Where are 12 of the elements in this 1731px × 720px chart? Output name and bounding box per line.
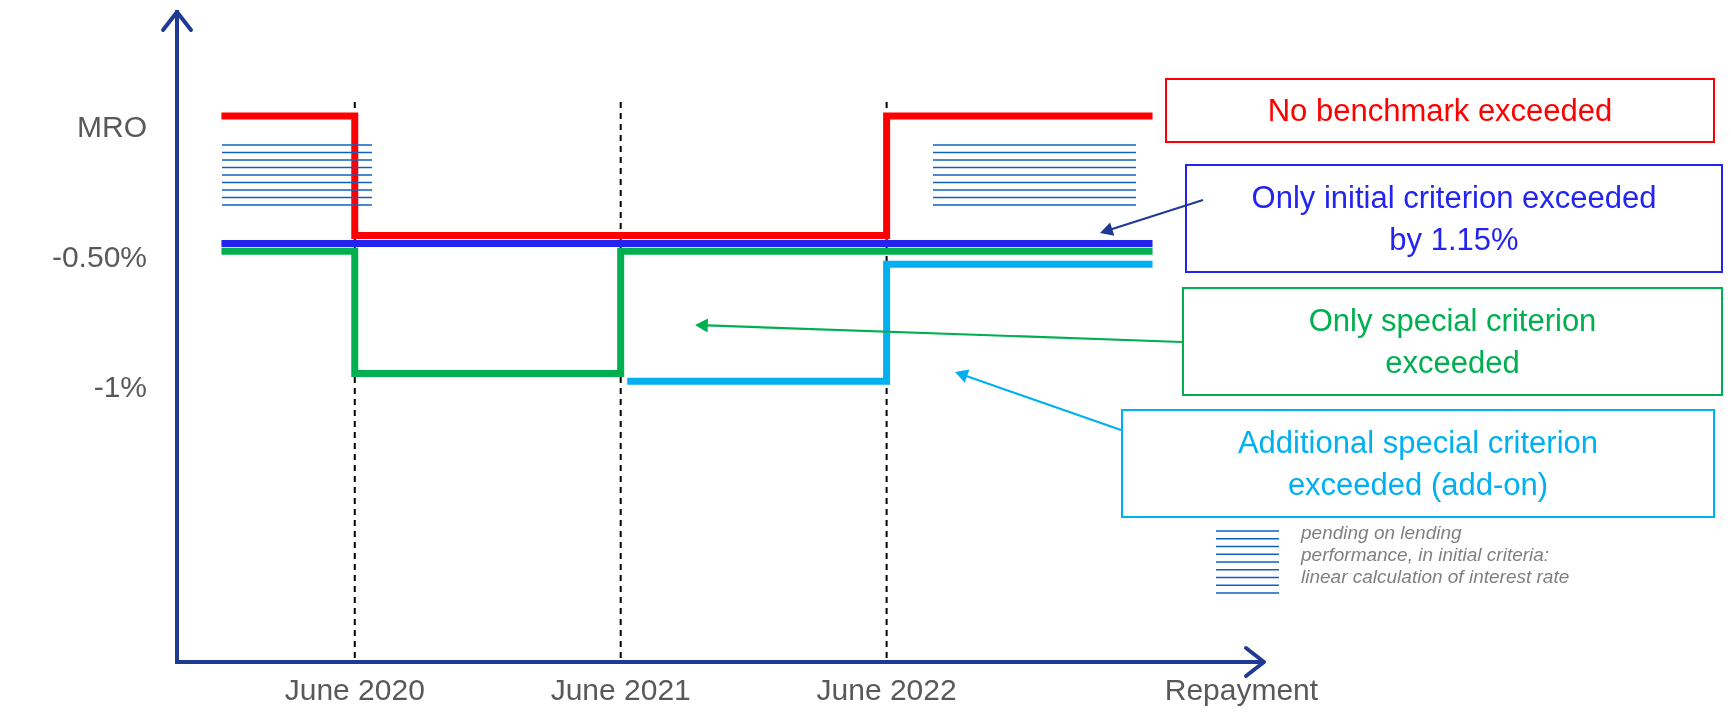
- x-tick-label: June 2021: [550, 673, 691, 707]
- text: Only special criterion exceeded: [1307, 301, 1598, 382]
- text: Additional special criterion exceeded (add-on): [1236, 423, 1600, 504]
- y-tick-label: -0.50%: [51, 240, 147, 274]
- y-tick-label: -1%: [93, 370, 147, 404]
- x-tick-label: June 2022: [816, 673, 957, 707]
- y-tick-label: MRO: [77, 110, 147, 144]
- text: Only initial criterion exceeded by 1.15%: [1250, 178, 1658, 259]
- x-tick-label: June 2020: [284, 673, 425, 707]
- text: pending on lending performance, in initial criteria: linear calculation of interest rate: [1301, 522, 1571, 588]
- text: No benchmark exceeded: [1267, 91, 1613, 130]
- x-tick-label: Repayment: [1164, 673, 1319, 707]
